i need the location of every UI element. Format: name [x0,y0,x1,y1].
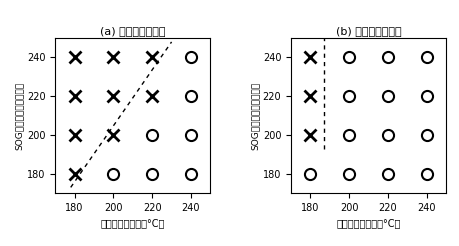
X-axis label: 下層熱処理温度（°C）: 下層熱処理温度（°C） [101,218,165,229]
Y-axis label: SOG中間層の熱処理温度: SOG中間層の熱処理温度 [250,82,259,150]
X-axis label: 下層熱処理温度（°C）: 下層熱処理温度（°C） [336,218,400,229]
Title: (a) 低沸点下層溶剤: (a) 低沸点下層溶剤 [100,26,165,36]
Title: (b) 高沸点下層溶剤: (b) 高沸点下層溶剤 [335,26,401,36]
Y-axis label: SOG中間層の熱処理温度: SOG中間層の熱処理温度 [15,82,24,150]
